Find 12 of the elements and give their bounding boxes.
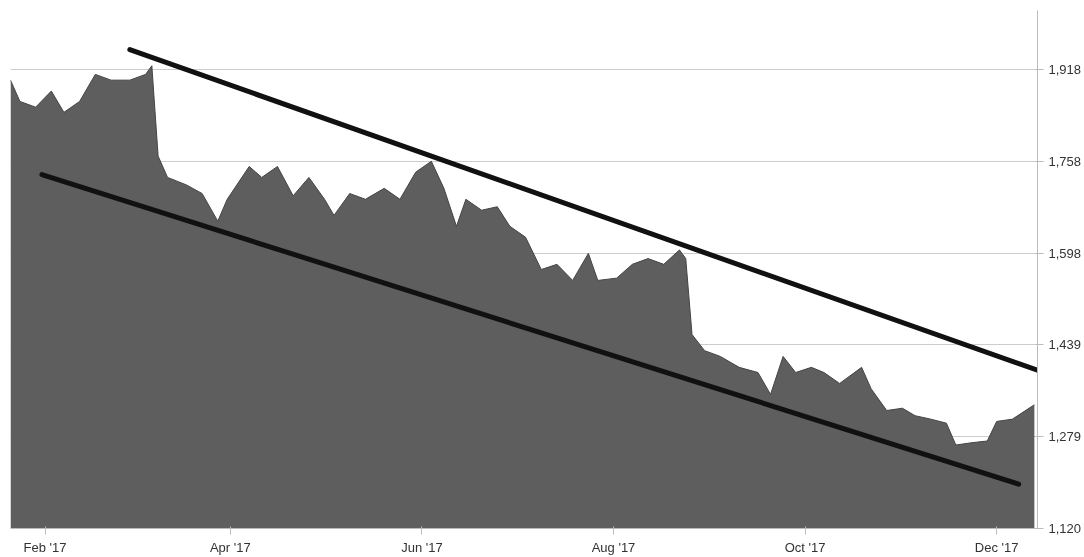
x-tick-label: Dec '17 [974,539,1019,555]
x-tick-label: Apr '17 [209,539,251,555]
x-tick-label: Oct '17 [784,539,826,555]
y-tick-label: 1,439 [1048,337,1082,353]
x-tick-label: Aug '17 [591,539,636,555]
y-tick-label: 1,279 [1048,429,1082,445]
x-tick-label: Feb '17 [23,539,67,555]
y-tick-label: 1,120 [1048,521,1082,536]
y-tick-label: 1,598 [1048,245,1082,261]
y-tick-label: 1,758 [1048,153,1082,169]
y-tick-label: 1,918 [1048,61,1082,77]
x-tick-label: Jun '17 [401,539,443,555]
